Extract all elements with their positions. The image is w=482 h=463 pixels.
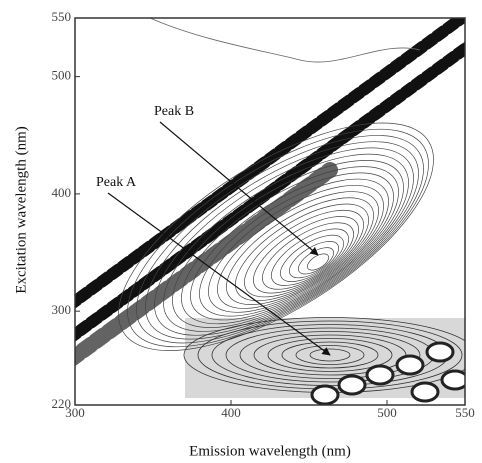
scatter-spot [337,374,367,396]
contour-line [172,160,404,328]
scatter-spot [410,381,440,403]
contour-line [154,147,414,336]
contour-line [127,128,429,348]
contour-line [306,253,330,271]
scatter-spot [425,341,455,363]
x-tick-label: 400 [221,405,241,420]
contour-line [190,172,394,321]
y-tick-label: 500 [52,68,72,83]
contour-line [239,331,421,379]
contour-line [217,191,379,309]
y-tick-label: 220 [52,396,72,411]
contour-line [226,197,374,305]
contour-line [199,178,389,317]
y-axis-title: Excitation wavelength (nm) [13,126,29,293]
scatter-spot [365,364,395,386]
y-tick-label: 300 [52,302,72,317]
annotation: Peak B [154,104,194,119]
scatter-spot [395,354,425,376]
y-tick-label: 400 [52,185,72,200]
scatter-band [75,18,465,309]
contour-line [289,241,339,279]
x-tick-label: 300 [65,405,85,420]
plot-frame [74,17,466,406]
contour-line [281,341,379,369]
contour-line [136,135,424,344]
scatter-band [75,162,338,367]
contour-line [235,203,369,302]
contour-line [145,141,419,340]
contour-line [118,122,434,351]
annotation-arrow [107,192,331,356]
contour-line [280,234,344,282]
contour-line [244,209,364,298]
contour-line [163,153,409,332]
annotation: Peak A [96,175,137,190]
annotation-arrow [159,121,319,256]
x-tick-label: 500 [377,405,397,420]
y-tick-label: 550 [52,9,72,24]
x-axis-title: Emission wavelength (nm) [189,443,351,459]
scatter-spot [310,384,340,405]
plot-area [75,18,465,405]
scatter-spot [440,369,465,391]
contour-line [181,166,399,325]
contour-line [271,228,349,286]
contour-line [208,184,384,313]
x-tick-label: 550 [455,405,475,420]
contour-line [267,338,393,372]
contour-line [295,345,365,365]
contour-line [149,18,421,63]
